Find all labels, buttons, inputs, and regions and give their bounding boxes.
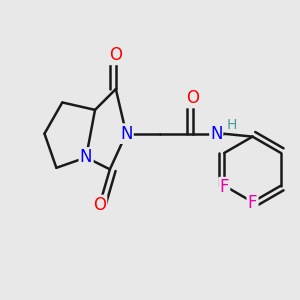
Text: N: N (210, 125, 223, 143)
Text: O: O (109, 46, 122, 64)
Text: O: O (93, 196, 106, 214)
Text: H: H (226, 118, 237, 132)
Text: O: O (187, 89, 200, 107)
Text: F: F (248, 194, 257, 212)
Text: N: N (80, 148, 92, 166)
Text: N: N (120, 125, 133, 143)
Text: F: F (220, 178, 229, 196)
